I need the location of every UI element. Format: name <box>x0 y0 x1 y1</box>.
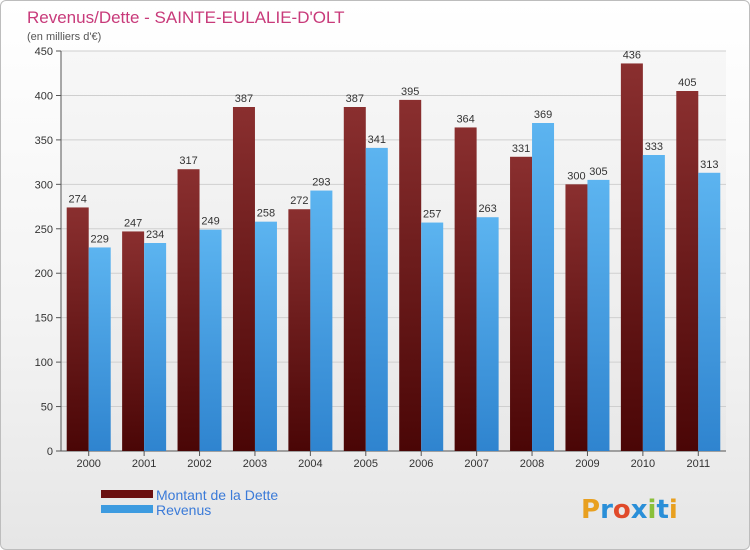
chart-title: Revenus/Dette - SAINTE-EULALIE-D'OLT <box>27 8 345 27</box>
data-label-debt: 272 <box>290 195 308 207</box>
bar-revenus <box>642 155 665 451</box>
data-label-debt: 274 <box>69 193 87 205</box>
y-tick-label: 400 <box>35 90 53 102</box>
bar-debt <box>343 107 366 451</box>
data-label-debt: 405 <box>678 77 696 89</box>
data-label-debt: 364 <box>456 113 474 125</box>
x-tick-label: 2006 <box>409 458 433 470</box>
x-tick-label: 2000 <box>76 458 100 470</box>
bar-debt <box>177 169 200 451</box>
legend-label-revenus: Revenus <box>156 502 211 518</box>
bar-revenus <box>532 123 555 451</box>
data-label-revenus: 369 <box>534 109 552 121</box>
bar-revenus <box>365 147 388 451</box>
logo-text: Proxiti <box>581 495 678 525</box>
legend-swatch-revenus <box>101 505 153 513</box>
data-label-revenus: 313 <box>700 159 718 171</box>
x-tick-label: 2010 <box>631 458 655 470</box>
y-tick-label: 200 <box>35 268 53 280</box>
x-tick-label: 2001 <box>132 458 156 470</box>
bar-debt <box>565 184 588 452</box>
x-tick-label: 2008 <box>520 458 544 470</box>
data-label-debt: 387 <box>235 93 253 105</box>
bar-revenus <box>144 243 167 451</box>
y-tick-label: 300 <box>35 179 53 191</box>
plot-area: 0 50 100 150 200 250 300 350 400 450 2000 274 229 200… <box>35 46 726 470</box>
x-tick-label: 2003 <box>243 458 267 470</box>
data-label-revenus: 333 <box>645 141 663 153</box>
bar-revenus <box>88 247 111 451</box>
data-label-debt: 300 <box>567 170 585 182</box>
x-tick-label: 2005 <box>354 458 378 470</box>
bar-debt <box>288 209 311 451</box>
y-tick-label: 50 <box>41 402 53 414</box>
x-tick-label: 2009 <box>575 458 599 470</box>
bar-revenus <box>476 217 499 451</box>
data-label-revenus: 257 <box>423 209 441 221</box>
x-tick-label: 2004 <box>298 458 322 470</box>
plot-background <box>61 51 726 451</box>
bar-debt <box>620 63 643 451</box>
bar-revenus <box>310 190 333 452</box>
x-tick-label: 2002 <box>187 458 211 470</box>
bar-debt <box>232 107 255 451</box>
data-label-revenus: 249 <box>201 216 219 228</box>
bar-debt <box>676 91 699 451</box>
y-tick-label: 250 <box>35 224 53 236</box>
bar-revenus <box>421 222 444 451</box>
data-label-revenus: 229 <box>91 233 109 245</box>
y-tick-label: 450 <box>35 46 53 58</box>
bar-debt <box>399 99 422 451</box>
data-label-revenus: 293 <box>312 177 330 189</box>
y-tick-label: 150 <box>35 313 53 325</box>
data-label-debt: 317 <box>179 155 197 167</box>
legend-swatch-debt <box>101 490 153 498</box>
bar-revenus <box>587 179 610 451</box>
legend: Montant de la Dette Revenus <box>101 487 278 518</box>
y-tick-label: 100 <box>35 357 53 369</box>
y-tick-label: 0 <box>47 446 53 458</box>
x-tick-label: 2007 <box>464 458 488 470</box>
data-label-revenus: 263 <box>478 203 496 215</box>
bar-debt <box>454 127 477 451</box>
x-tick-label: 2011 <box>686 458 710 470</box>
bar-debt <box>510 156 533 451</box>
bar-revenus <box>199 229 222 451</box>
bar-revenus <box>254 221 277 451</box>
data-label-debt: 436 <box>623 49 641 61</box>
data-label-debt: 395 <box>401 86 419 98</box>
data-label-debt: 331 <box>512 143 530 155</box>
data-label-revenus: 258 <box>257 208 275 220</box>
proxiti-logo: Proxiti <box>581 495 678 525</box>
bar-revenus <box>698 172 721 451</box>
data-label-revenus: 234 <box>146 229 164 241</box>
data-label-revenus: 341 <box>368 134 386 146</box>
legend-label-debt: Montant de la Dette <box>156 487 278 503</box>
data-label-debt: 387 <box>346 93 364 105</box>
data-label-revenus: 305 <box>589 166 607 178</box>
bar-debt <box>122 231 145 451</box>
bar-debt <box>66 207 89 451</box>
chart-subtitle: (en milliers d'€) <box>27 31 101 43</box>
data-label-debt: 247 <box>124 217 142 229</box>
y-tick-label: 350 <box>35 135 53 147</box>
